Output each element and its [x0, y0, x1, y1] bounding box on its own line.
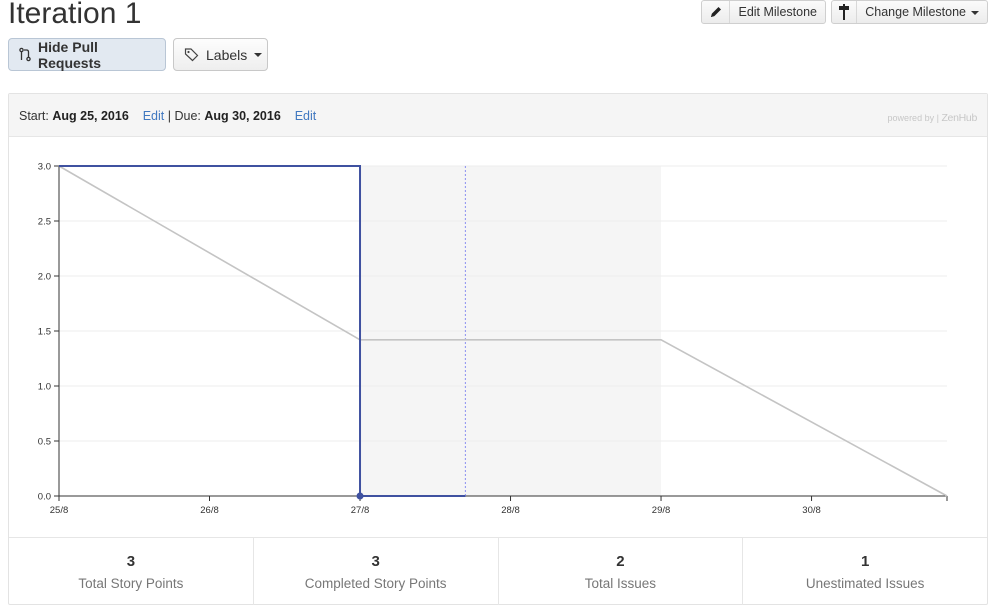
edit-milestone-label: Edit Milestone [738, 5, 817, 19]
y-tick-label: 1.0 [38, 382, 51, 393]
edit-milestone-button[interactable]: Edit Milestone [701, 0, 826, 24]
stat-value: 3 [371, 553, 380, 570]
stat-label: Unestimated Issues [805, 576, 925, 591]
y-tick-label: 3.0 [38, 162, 51, 173]
stat-value: 3 [126, 553, 136, 570]
hide-pull-requests-button[interactable]: Hide Pull Requests [8, 38, 166, 71]
edit-start-link[interactable]: Edit [142, 109, 165, 123]
stat-total-issues: 2 Total Issues [499, 538, 744, 605]
page-title: Iteration 1 [8, 0, 142, 30]
milestone-dates: Start: Aug 25, 2016 Edit | Due: Aug 30, … [19, 109, 316, 123]
x-tick-label: 27/8 [351, 505, 370, 516]
x-tick-label: 26/8 [200, 505, 219, 516]
stat-completed-story-points: 3 Completed Story Points [254, 538, 499, 605]
x-tick-label: 29/8 [652, 505, 671, 516]
y-tick-label: 1.5 [38, 327, 51, 338]
powered-by: powered by | ZenHub [887, 112, 978, 124]
stat-unestimated-issues: 1 Unestimated Issues [743, 538, 987, 605]
stat-label: Total Story Points [78, 576, 184, 591]
pencil-icon [702, 1, 731, 23]
labels-button[interactable]: Labels [173, 38, 268, 71]
hide-pull-requests-label: Hide Pull Requests [38, 38, 102, 71]
change-milestone-label: Change Milestone [857, 5, 987, 19]
date-separator: | [167, 109, 171, 123]
x-tick-label: 25/8 [50, 505, 69, 516]
remaining-work-line [59, 165, 466, 497]
stat-label: Total Issues [584, 576, 657, 591]
powered-by-text: powered by | [887, 113, 939, 123]
milestone-stats: 3 Total Story Points 3 Completed Story P… [9, 537, 987, 605]
burndown-panel: Start: Aug 25, 2016 Edit | Due: Aug 30, … [8, 93, 988, 605]
ideal-burndown-line [58, 165, 948, 497]
y-tick-label: 0.5 [38, 437, 51, 448]
data-point-marker [356, 492, 364, 500]
zenhub-logo: ZenHub [941, 112, 977, 124]
due-date: Aug 30, 2016 [204, 109, 281, 123]
change-milestone-button[interactable]: Change Milestone [831, 0, 988, 24]
edit-due-link[interactable]: Edit [294, 109, 317, 123]
stat-value: 1 [860, 553, 870, 570]
burndown-chart: 0.0 0.5 1.0 1.5 2.0 2.5 3.0 25/8 26/8 27/8 28/8 29/… [38, 162, 948, 516]
stat-value: 2 [616, 553, 625, 570]
x-tick-label: 30/8 [802, 505, 821, 516]
y-tick-label: 0.0 [38, 492, 51, 503]
chevron-down-icon [971, 10, 979, 15]
tag-icon [184, 47, 199, 62]
x-tick-label: 28/8 [501, 505, 520, 516]
labels-label: Labels [206, 46, 248, 63]
start-label: Start: [19, 109, 49, 123]
milestone-dates-bar: Start: Aug 25, 2016 Edit | Due: Aug 30, … [9, 94, 987, 137]
milestone-icon [832, 1, 858, 23]
stat-total-story-points: 3 Total Story Points [9, 538, 254, 605]
y-tick-label: 2.0 [38, 272, 51, 283]
stat-label: Completed Story Points [304, 576, 447, 591]
y-tick-label: 2.5 [38, 217, 51, 228]
start-date: Aug 25, 2016 [52, 109, 129, 123]
due-label: Due: [174, 109, 201, 123]
pull-request-icon [19, 47, 31, 62]
chevron-down-icon [254, 52, 263, 57]
